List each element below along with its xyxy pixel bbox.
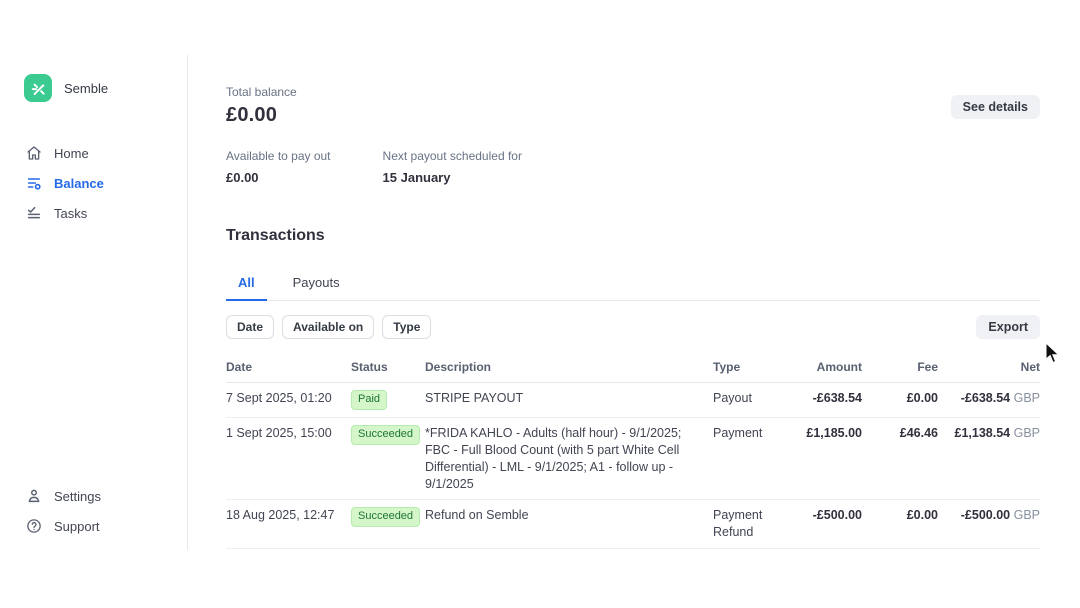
table-header: Date Status Description Type Amount Fee … xyxy=(226,356,1040,383)
cell-amount: £1,185.00 xyxy=(806,425,862,440)
cell-type: Payout xyxy=(713,391,752,405)
available-block: Available to pay out £0.00 xyxy=(226,149,331,185)
sidebar-item-label: Support xyxy=(54,518,100,534)
status-badge: Succeeded xyxy=(351,507,421,528)
column-header-date[interactable]: Date xyxy=(226,360,253,374)
table-row[interactable]: 23 Apr 2025, 01:01 Paid STRIPE PAYOUT Pa… xyxy=(226,549,1040,550)
currency-suffix: GBP xyxy=(1013,508,1040,523)
home-icon xyxy=(26,145,42,161)
next-payout-label: Next payout scheduled for xyxy=(382,149,522,163)
column-header-description[interactable]: Description xyxy=(425,360,492,374)
column-header-net[interactable]: Net xyxy=(1020,360,1040,374)
sidebar-item-label: Tasks xyxy=(54,205,88,221)
balance-icon xyxy=(26,175,42,191)
tab-all[interactable]: All xyxy=(226,267,267,301)
cell-status: Succeeded xyxy=(351,507,425,528)
cell-description: *FRIDA KAHLO - Adults (half hour) - 9/1/… xyxy=(425,425,682,491)
column-header-fee[interactable]: Fee xyxy=(917,360,938,374)
status-badge: Succeeded xyxy=(351,424,421,445)
cell-status: Paid xyxy=(351,390,425,410)
cell-net: -£500.00 GBP xyxy=(960,508,1040,523)
app-frame: Semble Home xyxy=(0,55,1080,550)
sidebar-item-support[interactable]: Support xyxy=(0,511,187,541)
column-header-amount[interactable]: Amount xyxy=(816,360,862,374)
next-payout-value: 15 January xyxy=(382,170,451,185)
sidebar-nav: Home Balance xyxy=(0,138,187,228)
currency-suffix: GBP xyxy=(1013,391,1040,405)
cell-amount: -£500.00 xyxy=(812,508,862,523)
brand-name: Semble xyxy=(64,80,109,96)
sidebar-item-balance[interactable]: Balance xyxy=(0,168,187,198)
transactions-tabs: All Payouts xyxy=(226,267,1040,301)
cell-status: Succeeded xyxy=(351,424,425,445)
export-button[interactable]: Export xyxy=(976,315,1040,339)
column-header-type[interactable]: Type xyxy=(713,360,741,374)
cell-net: -£638.54 GBP xyxy=(960,391,1040,405)
cell-fee: £0.00 xyxy=(906,391,938,405)
semble-logo-icon xyxy=(24,74,52,102)
cell-description: STRIPE PAYOUT xyxy=(425,391,524,405)
sidebar: Semble Home xyxy=(0,55,188,550)
table-row[interactable]: 7 Sept 2025, 01:20 Paid STRIPE PAYOUT Pa… xyxy=(226,383,1040,418)
cell-date: 7 Sept 2025, 01:20 xyxy=(226,391,332,405)
sidebar-item-home[interactable]: Home xyxy=(0,138,187,168)
cell-type: Payment Refund xyxy=(713,508,763,540)
see-details-button[interactable]: See details xyxy=(950,95,1040,119)
tab-payouts[interactable]: Payouts xyxy=(292,275,340,290)
cell-date: 18 Aug 2025, 12:47 xyxy=(226,508,335,523)
column-header-status[interactable]: Status xyxy=(351,360,388,374)
sidebar-item-label: Settings xyxy=(54,488,101,504)
table-row[interactable]: 18 Aug 2025, 12:47 Succeeded Refund on S… xyxy=(226,500,1040,550)
table-row[interactable]: 1 Sept 2025, 15:00 Succeeded *FRIDA KAHL… xyxy=(226,418,1040,501)
cell-net: £1,138.54 GBP xyxy=(954,425,1041,440)
filter-row: Date Available on Type Export xyxy=(226,315,1040,339)
cell-date: 1 Sept 2025, 15:00 xyxy=(226,425,332,440)
cell-fee: £0.00 xyxy=(906,508,938,523)
tasks-icon xyxy=(26,205,42,221)
sidebar-item-settings[interactable]: Settings xyxy=(0,481,187,511)
cell-description: Refund on Semble xyxy=(425,508,529,523)
filter-date-button[interactable]: Date xyxy=(226,315,275,339)
sidebar-footer: Settings Support xyxy=(0,481,187,541)
balance-summary: Total balance £0.00 See details Availabl… xyxy=(226,55,1040,185)
sidebar-item-label: Balance xyxy=(54,175,104,191)
status-badge: Paid xyxy=(351,390,388,410)
total-balance-label: Total balance xyxy=(226,85,297,99)
filter-type-button[interactable]: Type xyxy=(382,315,432,339)
available-value: £0.00 xyxy=(226,170,259,185)
sidebar-item-tasks[interactable]: Tasks xyxy=(0,198,187,228)
transactions-table: Date Status Description Type Amount Fee … xyxy=(226,356,1040,550)
transactions-title: Transactions xyxy=(226,227,325,244)
sidebar-item-label: Home xyxy=(54,145,89,161)
available-label: Available to pay out xyxy=(226,149,331,163)
brand: Semble xyxy=(0,55,187,102)
filter-available-on-button[interactable]: Available on xyxy=(282,315,375,339)
cell-amount: -£638.54 xyxy=(812,391,862,405)
question-circle-icon xyxy=(26,518,42,534)
person-icon xyxy=(26,488,42,504)
main-content: Total balance £0.00 See details Availabl… xyxy=(226,55,1040,550)
cell-fee: £46.46 xyxy=(899,425,938,440)
cell-type: Payment xyxy=(713,425,763,440)
transactions-table-body: 7 Sept 2025, 01:20 Paid STRIPE PAYOUT Pa… xyxy=(226,383,1040,550)
currency-suffix: GBP xyxy=(1013,425,1040,440)
total-balance-value: £0.00 xyxy=(226,104,278,126)
next-payout-block: Next payout scheduled for 15 January xyxy=(383,149,522,185)
